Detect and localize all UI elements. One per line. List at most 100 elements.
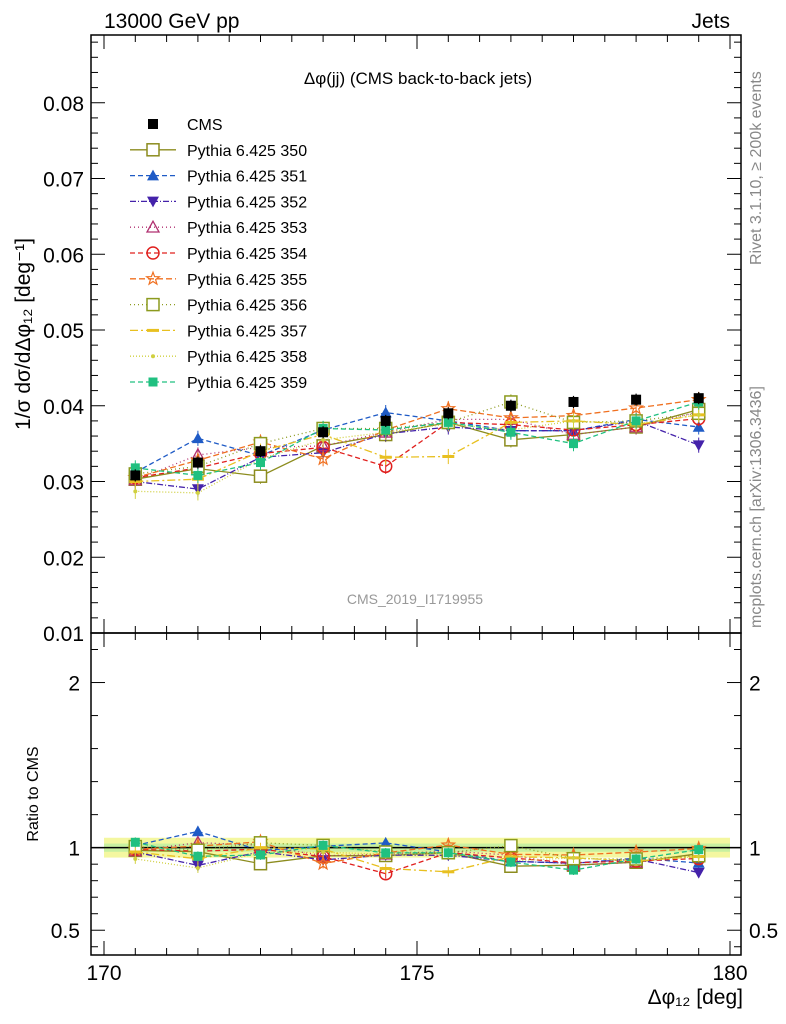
ratio-plot-frame <box>90 632 742 956</box>
legend-label: Pythia 6.425 358 <box>187 349 307 366</box>
legend-label: Pythia 6.425 355 <box>187 272 307 289</box>
legend-swatch <box>145 270 161 286</box>
series-point <box>191 432 204 444</box>
series-point <box>379 455 392 459</box>
legend-entry: CMS <box>148 117 223 134</box>
legend-swatch <box>146 143 160 157</box>
x-tick-label: 170 <box>86 962 121 985</box>
series-line <box>135 401 699 475</box>
ratio-series-line <box>135 850 699 874</box>
legend-label: Pythia 6.425 359 <box>187 375 307 392</box>
legend-entry: Pythia 6.425 351 <box>130 169 307 186</box>
ratio-tick-label: 0.5 <box>51 920 80 943</box>
ratio-point <box>379 867 392 871</box>
series-point <box>193 470 203 480</box>
cms-point <box>318 427 329 438</box>
legend-label: Pythia 6.425 351 <box>187 169 307 186</box>
plot-title: Δφ(jj) (CMS back-to-back jets) <box>304 69 532 88</box>
legend-swatch <box>147 196 159 208</box>
ratio-series-line <box>135 847 699 873</box>
series-point <box>696 412 701 417</box>
y-tick-label: 0.04 <box>43 396 84 419</box>
series-point <box>195 490 200 495</box>
series-line <box>135 420 699 490</box>
legend-swatch <box>146 246 160 260</box>
legend-label: Pythia 6.425 356 <box>187 298 307 315</box>
cms-point <box>505 400 516 411</box>
legend-swatch <box>148 377 158 387</box>
ratio-point <box>443 848 453 858</box>
series-point <box>692 420 705 432</box>
legend-swatch <box>147 328 159 332</box>
legend-swatch <box>146 297 160 312</box>
cms-point <box>568 396 579 407</box>
legend-entry: Pythia 6.425 353 <box>130 219 307 237</box>
ratio-point <box>315 855 332 871</box>
ratio-tick-label-right: 1 <box>749 838 761 861</box>
series-5 <box>128 411 706 486</box>
ratio-tick-label-right: 0.5 <box>749 920 778 943</box>
y-tick-label: 0.01 <box>43 623 84 646</box>
series-point <box>315 450 332 466</box>
ratio-point <box>571 855 576 860</box>
y-tick-label: 0.03 <box>43 472 84 495</box>
cms-point <box>380 415 391 426</box>
y-tick-label: 0.07 <box>43 169 84 192</box>
ratio-point <box>694 845 704 855</box>
cms-point <box>192 457 203 468</box>
ratio-point <box>195 865 200 870</box>
legend-entry: Pythia 6.425 356 <box>130 298 307 315</box>
tick-labels: 170 175 180 0.01 0.02 0.03 0.04 0.05 0.06 0.07 0.0… <box>43 93 778 985</box>
ratio-point <box>130 837 140 847</box>
cms-point <box>631 394 642 405</box>
series-point <box>571 418 576 423</box>
series-line <box>135 408 699 480</box>
x-tick-label: 175 <box>399 962 434 985</box>
series-line <box>134 411 699 473</box>
legend-entry: Pythia 6.425 359 <box>130 375 307 392</box>
ratio-tick-label-right: 2 <box>749 673 761 696</box>
ratio-point <box>631 854 641 864</box>
y-tick-label: 0.06 <box>43 244 84 267</box>
legend-entry: Pythia 6.425 355 <box>130 270 307 289</box>
y-tick-label: 0.08 <box>43 93 84 116</box>
cms-point <box>443 408 454 419</box>
ratio-point <box>321 850 326 855</box>
legend-swatch <box>148 119 158 129</box>
ratio-series-line <box>135 841 699 871</box>
legend-label: Pythia 6.425 352 <box>187 194 307 211</box>
legend-entry: Pythia 6.425 352 <box>130 194 307 211</box>
series-10 <box>130 394 704 484</box>
y-tick-label: 0.02 <box>43 547 84 570</box>
legend-swatch <box>151 354 155 359</box>
ratio-point <box>133 856 138 861</box>
legend-label: Pythia 6.425 350 <box>187 143 307 160</box>
series-point <box>381 425 391 435</box>
series-point <box>631 416 641 426</box>
process-label: Jets <box>691 10 730 33</box>
ratio-point <box>506 857 516 867</box>
x-tick-label: 180 <box>712 962 747 985</box>
ratio-series-line <box>135 848 699 875</box>
energy-label: 13000 GeV pp <box>104 10 239 33</box>
series-point <box>321 437 326 442</box>
series-line <box>135 417 699 479</box>
ratio-tick-label: 1 <box>68 838 80 861</box>
series-line <box>135 399 699 479</box>
mcplots-label: mcplots.cern.ch [arXiv:1306.3436] <box>748 386 765 628</box>
series-8 <box>129 407 705 490</box>
ratio-point <box>193 851 203 861</box>
legend-label: Pythia 6.425 357 <box>187 323 307 340</box>
cms-point <box>130 470 141 481</box>
ratio-point <box>129 850 142 854</box>
series-point <box>442 455 455 459</box>
ratio-series-line <box>135 841 699 866</box>
ratio-point <box>504 838 518 853</box>
ratio-point <box>696 854 701 859</box>
series-point <box>506 427 516 437</box>
cms-data <box>130 392 704 482</box>
cms-point <box>255 446 266 457</box>
legend-entry: Pythia 6.425 357 <box>130 323 307 340</box>
legend-swatch <box>147 169 159 181</box>
